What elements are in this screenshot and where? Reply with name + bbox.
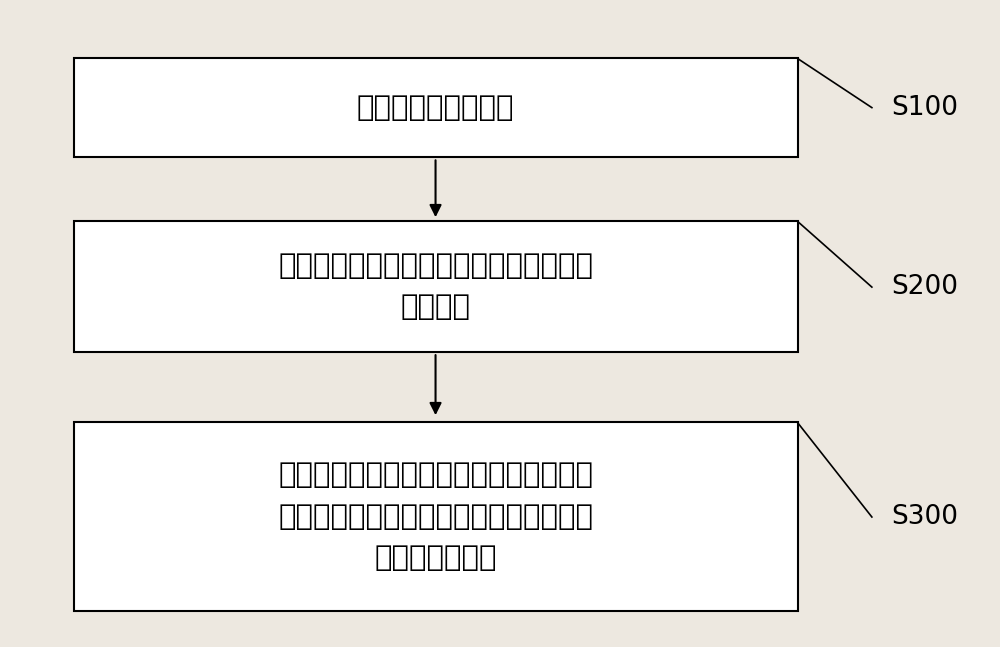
Text: 将所述氧化石墨烯粉末均匀分散在有机溶
剂和水中: 将所述氧化石墨烯粉末均匀分散在有机溶 剂和水中 [278,252,593,322]
FancyBboxPatch shape [74,422,798,611]
FancyBboxPatch shape [74,221,798,352]
Text: S200: S200 [892,274,959,300]
Text: S100: S100 [892,94,959,120]
FancyBboxPatch shape [74,58,798,157]
Text: 提供氧化石墨烯粉末: 提供氧化石墨烯粉末 [357,94,514,122]
Text: S300: S300 [892,504,959,530]
Text: 加入贵金属前驱体和有机溶剂，并进行微
波反应获得贵金属纳米颗粒和功能化石墨
烯二元复合材料: 加入贵金属前驱体和有机溶剂，并进行微 波反应获得贵金属纳米颗粒和功能化石墨 烯二… [278,461,593,572]
